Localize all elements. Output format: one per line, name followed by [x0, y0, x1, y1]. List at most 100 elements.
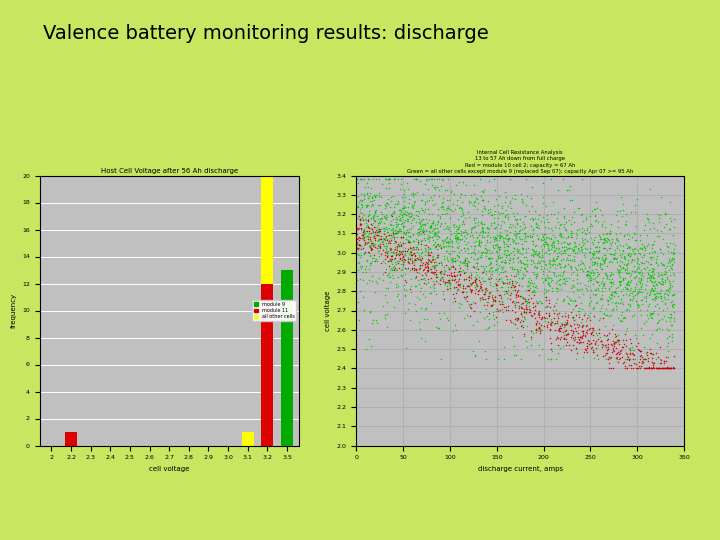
Point [395, 205, 407, 214]
Point [629, 287, 641, 295]
Point [585, 296, 597, 305]
Point [365, 224, 377, 232]
Point [588, 312, 600, 321]
Point [395, 254, 406, 262]
Point [646, 309, 657, 318]
Point [603, 364, 614, 373]
Point [456, 206, 468, 215]
Point [555, 249, 567, 258]
Point [553, 309, 564, 318]
Point [516, 258, 527, 266]
Point [434, 280, 446, 288]
Point [577, 224, 588, 232]
Point [517, 299, 528, 307]
Point [469, 282, 481, 291]
Point [654, 343, 666, 352]
Point [643, 302, 654, 310]
Point [497, 204, 508, 212]
Point [520, 200, 531, 209]
Point [549, 308, 560, 317]
Point [395, 219, 407, 228]
Point [608, 304, 619, 313]
Point [389, 302, 400, 311]
Point [554, 231, 566, 240]
Point [521, 343, 533, 352]
Point [407, 256, 418, 265]
Point [570, 343, 582, 352]
Point [469, 277, 481, 286]
Point [391, 266, 402, 274]
Point [420, 198, 431, 207]
Point [624, 355, 635, 363]
Point [366, 244, 377, 253]
Point [663, 364, 675, 373]
Point [660, 269, 671, 278]
Point [426, 268, 438, 276]
Point [355, 225, 366, 233]
Point [544, 266, 555, 275]
Point [435, 244, 446, 253]
Point [484, 238, 495, 246]
Point [457, 217, 469, 226]
Point [616, 212, 628, 220]
Point [494, 245, 505, 254]
Point [470, 273, 482, 282]
Point [380, 265, 392, 274]
Point [497, 279, 508, 288]
Point [454, 280, 466, 289]
Point [543, 278, 554, 287]
Point [392, 228, 404, 237]
Point [509, 194, 521, 203]
Point [567, 247, 578, 255]
Point [359, 249, 370, 258]
Point [454, 193, 466, 201]
Point [605, 268, 616, 276]
Point [605, 290, 616, 299]
Point [657, 235, 668, 244]
Point [481, 286, 492, 294]
Point [391, 246, 402, 254]
Point [475, 192, 487, 200]
Point [519, 232, 531, 240]
Point [488, 315, 500, 323]
Point [369, 232, 380, 240]
Point [536, 245, 548, 254]
Point [663, 364, 675, 373]
Point [366, 319, 378, 327]
Point [508, 265, 519, 273]
Point [622, 255, 634, 264]
Point [649, 307, 660, 315]
Point [618, 200, 629, 208]
Point [466, 231, 477, 239]
Point [533, 256, 544, 265]
Point [420, 262, 431, 271]
Bar [261, 284, 274, 446]
Point [440, 242, 451, 251]
Point [517, 250, 528, 259]
Point [630, 334, 642, 342]
Point [428, 255, 439, 264]
Point [468, 222, 480, 231]
Point [557, 249, 569, 258]
Point [381, 298, 392, 306]
Point [405, 315, 416, 324]
Point [436, 235, 448, 244]
Point [534, 323, 545, 332]
Point [352, 202, 364, 211]
Point [616, 342, 628, 351]
Point [467, 298, 478, 306]
Point [364, 189, 376, 198]
Point [353, 244, 364, 253]
Point [504, 254, 516, 262]
Point [597, 237, 608, 246]
Point [608, 278, 619, 286]
Point [445, 186, 456, 195]
Point [604, 256, 616, 265]
Point [492, 318, 503, 327]
Point [512, 253, 523, 261]
Point [479, 264, 490, 273]
Point [615, 311, 626, 320]
Point [518, 264, 530, 272]
Point [565, 269, 577, 278]
Point [405, 254, 416, 262]
